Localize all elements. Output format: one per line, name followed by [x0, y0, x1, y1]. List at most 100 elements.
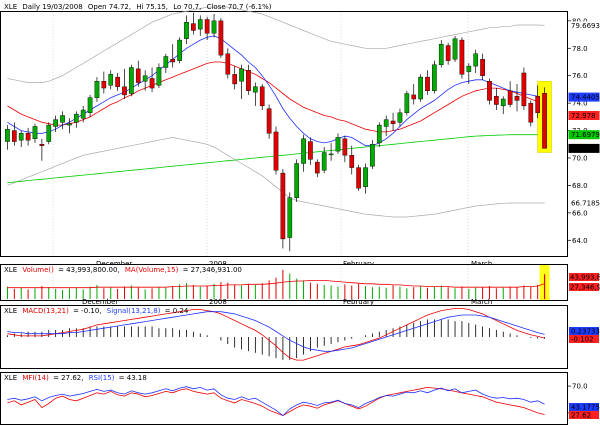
price-tick-label: 66.0	[572, 209, 588, 217]
candle-down	[445, 45, 451, 61]
candle-down	[521, 72, 527, 107]
candle-up	[253, 86, 258, 93]
mfi-badge-bg	[569, 403, 599, 411]
mfi-header: XLE MFI(14) = 27.62, RSI(15) = 43.18	[4, 374, 147, 382]
price-badge-label: 79.6693	[571, 22, 600, 30]
header-symbol: XLE	[4, 3, 17, 11]
price-badge-label: 70.7	[571, 145, 587, 153]
price-tick-label: 68.0	[572, 182, 588, 190]
candle-up	[383, 119, 389, 127]
candle-up	[301, 138, 306, 164]
price-badge-label: 71.6979	[571, 131, 600, 139]
candle-down	[266, 108, 272, 134]
volume-header-ma-value: = 27,346,931.00	[183, 266, 242, 274]
candle-down	[191, 23, 196, 31]
candle-up	[404, 93, 410, 113]
price-badge-bg	[568, 143, 600, 153]
candle-down	[514, 96, 520, 101]
candle-up	[129, 67, 134, 94]
candle-down	[342, 138, 348, 156]
volume-badge-label: 43,993,800	[570, 274, 600, 282]
volume-badge-label: 27,346,931	[570, 284, 600, 292]
candle-down	[390, 120, 396, 124]
candle-up	[438, 43, 444, 65]
candle-up	[32, 126, 38, 140]
candle-down	[480, 59, 485, 76]
candle-down	[149, 78, 155, 89]
candle-down	[25, 133, 31, 141]
price-badge-label: 66.7185	[571, 199, 600, 207]
candle-down	[204, 19, 210, 34]
candle-down	[218, 20, 224, 56]
candle-down	[115, 76, 120, 87]
mfi-header-symbol: XLE	[4, 374, 17, 382]
candle-up	[177, 39, 182, 61]
candle-up	[94, 80, 100, 98]
candle-down	[135, 68, 141, 83]
price-header: XLE Daily 19/03/2008 Open 74.72, Hi 75.1…	[4, 3, 272, 11]
candle-down	[308, 141, 313, 160]
mfi-header-value: = 27.62,	[53, 374, 83, 382]
macd-line	[7, 307, 545, 361]
candle-up	[46, 124, 52, 142]
candle-up	[5, 128, 10, 142]
candle-down	[535, 96, 541, 113]
candle-down	[542, 93, 547, 149]
header-open: Open 74.72,	[88, 3, 131, 11]
price-badge-label: 72.978	[571, 112, 596, 120]
candle-up	[18, 133, 24, 141]
candle-down	[122, 86, 127, 96]
header-close: Close 70.7 (-6.1%)	[207, 3, 272, 11]
price-tick-label: 80.0	[572, 17, 588, 25]
price-tick-label: 76.0	[572, 72, 588, 80]
header-period: Daily 19/03/2008	[22, 3, 82, 11]
macd-signal-line	[7, 311, 545, 352]
candle-up	[239, 68, 244, 82]
candle-up	[328, 153, 334, 156]
macd-header-signal: Signal(13,21,8)	[107, 307, 161, 315]
candle-up	[321, 152, 327, 171]
mfi-tick-label: 70.0	[572, 383, 588, 391]
header-hi: Hi 75.15,	[136, 3, 168, 11]
candle-up	[211, 20, 217, 34]
candle-down	[11, 130, 17, 142]
mfi-line	[7, 386, 545, 417]
candle-up	[432, 64, 437, 92]
candle-up	[87, 97, 93, 113]
candle-up	[60, 115, 65, 123]
candle-up	[53, 119, 58, 127]
price-tick-label: 70.0	[572, 155, 588, 163]
candle-down	[494, 96, 499, 105]
rsi-line	[7, 386, 545, 417]
mfi-badge-label: 43.1775	[571, 404, 600, 412]
volume-header-ma: MA(Volume,15)	[125, 266, 179, 274]
volume-header-value: = 43,993,800.00,	[58, 266, 120, 274]
candle-up	[197, 19, 203, 30]
candle-down	[225, 53, 231, 75]
volume-ma-line	[7, 279, 545, 289]
volume-badge-bg	[569, 283, 599, 291]
candle-down	[314, 161, 320, 174]
candle-down	[425, 76, 430, 92]
vol-month-label-february: February	[343, 298, 374, 306]
ma-blue-line	[7, 35, 545, 147]
candle-down	[356, 167, 361, 189]
candle-up	[376, 124, 382, 144]
price-tick-label: 64.0	[572, 237, 588, 245]
candle-down	[487, 80, 492, 101]
mfi-header-rsi-value: = 43.18	[119, 374, 147, 382]
volume-axis-badges: 43,993,800 27,346,931	[569, 273, 600, 292]
candle-up	[156, 67, 162, 86]
candle-down	[528, 102, 534, 123]
price-badge-bg	[569, 21, 599, 30]
band-lower-line	[7, 137, 545, 218]
mfi-badge-label: 27.62	[571, 412, 591, 420]
price-axis-badges: 79.6693 74.4405 72.978 71.6979 70.7 66.7185	[568, 21, 600, 207]
mfi-header-name: MFI(14)	[22, 374, 49, 382]
macd-axis-badges: 0.237338-0.102	[569, 327, 600, 344]
candle-down	[101, 80, 107, 89]
macd-header-symbol: XLE	[4, 307, 17, 315]
macd-header-value: = -0.10,	[73, 307, 101, 315]
